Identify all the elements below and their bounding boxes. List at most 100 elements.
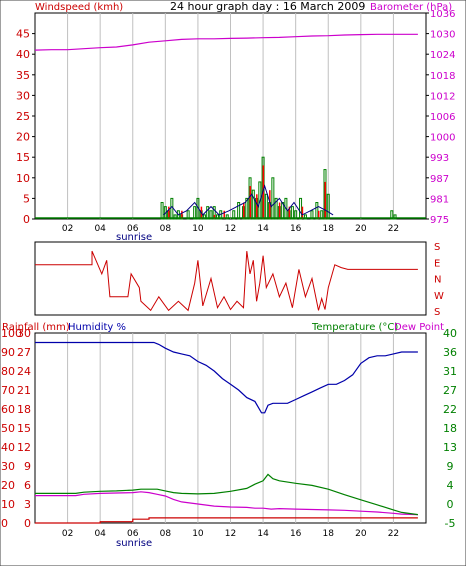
temperature-tick-label: 9: [447, 460, 454, 473]
wind-gust-bar: [173, 214, 177, 220]
wind-peak-bar: [262, 165, 265, 219]
rainfall-tick-label: 15: [17, 422, 31, 435]
humidity-tick-label: 10: [1, 498, 15, 511]
rainfall-tick-label: 3: [24, 498, 31, 511]
wind-peak-bar: [278, 202, 281, 219]
dewpoint-series-line: [35, 491, 418, 516]
temperature-tick-label: 0: [447, 498, 454, 511]
x-tick-label: 16: [290, 529, 302, 539]
wind-average-line: [163, 184, 334, 216]
wind-gust-bar: [315, 202, 319, 220]
barometer-tick-label: 1024: [430, 50, 455, 61]
rainfall-tick-label: 18: [17, 403, 31, 416]
x-tick-label: 22: [388, 529, 399, 539]
x-tick-label: 14: [257, 529, 269, 539]
rainfall-tick-label: 30: [17, 327, 31, 340]
wind-gust-bar: [390, 210, 394, 220]
humidity-tick-label: 50: [1, 422, 15, 435]
wind-gust-bar: [206, 206, 210, 220]
x-tick-label: 16: [290, 224, 302, 234]
x-tick-label: 12: [225, 529, 236, 539]
sunrise-label-bottom: sunrise: [116, 538, 152, 549]
barometer-tick-label: 1018: [430, 71, 455, 82]
rainfall-tick-label: 0: [24, 517, 31, 530]
wind-gust-bar: [303, 214, 307, 220]
humidity-tick-label: 0: [1, 517, 8, 530]
windspeed-tick-label: 20: [16, 131, 30, 144]
x-tick-label: 10: [192, 224, 204, 234]
wind-gust-bar: [209, 210, 213, 220]
wind-peak-bar: [317, 210, 320, 219]
wind-gust-bar: [290, 206, 294, 220]
windspeed-tick-label: 25: [16, 110, 30, 123]
windspeed-tick-label: 10: [16, 172, 30, 185]
barometer-tick-label: 1036: [430, 9, 455, 20]
barometer-tick-label: 975: [430, 215, 449, 226]
wind-peak-bar: [301, 206, 304, 219]
windspeed-tick-label: 15: [16, 151, 30, 164]
dewpoint-axis-title: Dew Point: [394, 322, 444, 333]
windspeed-tick-label: 35: [16, 69, 30, 82]
humidity-tick-label: 100: [1, 327, 22, 340]
temperature-tick-label: 36: [443, 346, 457, 359]
temperature-axis-title: Temperature (°C): [311, 322, 398, 333]
barometer-tick-label: 993: [430, 153, 449, 164]
x-tick-label: 12: [225, 224, 236, 234]
windspeed-tick-label: 30: [16, 89, 30, 102]
wind-gust-bar: [170, 197, 174, 220]
wind-gust-bar: [320, 210, 324, 220]
x-tick-label: 02: [62, 224, 73, 234]
windspeed-tick-label: 5: [23, 192, 30, 205]
x-tick-label: 08: [160, 224, 172, 234]
x-tick-label: 20: [355, 529, 367, 539]
wind-gust-bar: [251, 189, 255, 220]
rainfall-tick-label: 27: [17, 346, 31, 359]
wind-gust-bar: [326, 193, 330, 220]
x-tick-label: 18: [323, 529, 335, 539]
direction-tick-label: S: [434, 242, 440, 253]
direction-tick-label: S: [434, 307, 440, 318]
x-tick-label: 06: [127, 529, 139, 539]
humidity-tick-label: 20: [1, 479, 15, 492]
direction-plot-frame: [34, 241, 427, 316]
rainfall-tick-label: 12: [17, 441, 31, 454]
temperature-tick-label: 40: [443, 327, 457, 340]
wind-peak-bar: [249, 186, 252, 219]
x-tick-label: 14: [257, 224, 269, 234]
wind-direction-line: [35, 250, 418, 312]
rainfall-tick-label: 21: [17, 384, 31, 397]
wind-gust-bar: [193, 206, 197, 220]
temperature-tick-label: 22: [443, 403, 457, 416]
direction-tick-label: E: [434, 258, 440, 269]
x-tick-label: 22: [388, 224, 399, 234]
wind-gust-bar: [264, 193, 268, 220]
temperature-tick-label: -5: [445, 517, 456, 530]
wind-peak-bar: [324, 181, 326, 219]
sunrise-label-top: sunrise: [116, 232, 152, 243]
x-tick-label: 06: [127, 224, 139, 234]
temperature-tick-label: 31: [443, 365, 457, 378]
wind-gust-bar: [310, 210, 314, 220]
wind-gust-bar: [225, 214, 229, 220]
barometer-tick-label: 981: [430, 194, 449, 205]
rainfall-tick-label: 9: [24, 460, 31, 473]
page-title: 24 hour graph day : 16 March 2009: [170, 0, 365, 13]
humidity-series-line: [35, 341, 418, 414]
x-tick-label: 02: [62, 529, 73, 539]
wind-gust-bar: [237, 202, 241, 220]
x-tick-label: 18: [323, 224, 335, 234]
x-tick-label: 10: [192, 529, 204, 539]
wind-gust-bar: [258, 181, 262, 220]
wind-peak-bar: [269, 190, 271, 219]
x-tick-label: 20: [355, 224, 367, 234]
temperature-tick-label: 13: [443, 441, 457, 454]
wind-peak-bar: [213, 214, 216, 219]
wind-gust-bar: [215, 214, 219, 220]
wind-gust-bar: [186, 210, 190, 220]
wind-gust-bar: [299, 197, 303, 220]
barometer-tick-label: 1012: [430, 91, 455, 102]
barometer-tick-label: 987: [430, 174, 449, 185]
humidity-tick-label: 70: [1, 384, 15, 397]
wind-peak-bar: [168, 206, 170, 219]
